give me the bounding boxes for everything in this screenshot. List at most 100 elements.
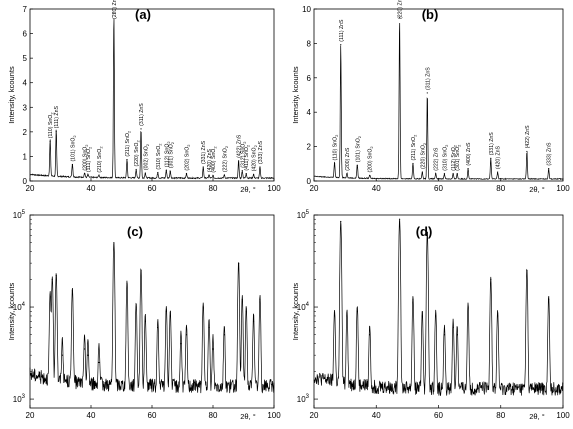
peak-label: (420) SnO2 (252, 144, 259, 171)
peak-label: (211) SnO2 (125, 130, 132, 157)
peak-point (126, 159, 128, 161)
peak-label: (110) SnO2 (333, 134, 340, 161)
peak-point (490, 278, 492, 280)
peak-point (241, 170, 243, 172)
peak-point (169, 170, 171, 172)
xrd-panel-c: 20 40 60 80 100 103 104 105 Intensity, kcounts 2θ… (7, 210, 281, 421)
peak-label: (310) SnO2 (156, 143, 163, 170)
peak-point (252, 173, 255, 175)
peak-label: (220) ZnS (112, 0, 118, 19)
peak-point (87, 354, 89, 356)
x-tick-label: 20 (26, 184, 35, 193)
y-axis-label: Intensity, kcounts (291, 283, 300, 341)
peak-point (346, 173, 348, 175)
peak-point (245, 310, 247, 312)
x-tick-label: 40 (87, 411, 96, 420)
peak-point (435, 173, 437, 175)
peak-label: (333) ZnS (258, 140, 264, 164)
panel-label: (a) (135, 7, 151, 22)
peak-point (144, 172, 146, 174)
peak-point (71, 163, 73, 166)
peak-point (208, 326, 210, 329)
x-tick-label: 40 (87, 184, 96, 193)
peak-label: (222) SnO2 (222, 145, 229, 172)
x-axis-label: 2θ, ° (529, 185, 545, 194)
y-tick-label: 3 (23, 103, 28, 112)
peak-label: (112) SnO2 (451, 144, 458, 171)
peak-point (426, 92, 428, 94)
peak-label: (312) SnO2 (240, 141, 247, 168)
y-tick-label: 2 (307, 143, 312, 152)
y-tick-label: 10 (302, 5, 311, 14)
peak-label: (200) ZnS (345, 147, 351, 171)
xrd-panel-d: 20 40 60 80 100 103 104 105 Intensity, kcounts 2θ… (291, 210, 570, 421)
y-tick-label: 4 (23, 79, 28, 88)
x-tick-label: 100 (556, 184, 570, 193)
peak-point (144, 320, 146, 322)
peak-point (421, 315, 423, 317)
peak-point (223, 174, 225, 176)
peak-point (98, 174, 100, 177)
peak-point (126, 282, 128, 285)
peak-point (49, 295, 51, 298)
peak-point (369, 334, 371, 336)
x-axis-label: 2θ, ° (240, 412, 256, 421)
peak-point (71, 290, 73, 292)
peak-point (113, 12, 115, 15)
y-axis-label: Intensity, kcounts (7, 66, 16, 124)
peak-label: (333) ZnS (547, 142, 553, 166)
peak-point (55, 130, 57, 132)
peak-point (223, 334, 225, 336)
peak-point (202, 306, 204, 308)
peak-point (548, 299, 550, 301)
y-tick-label: 103 (297, 394, 310, 404)
peak-label: (411) SnO2 (244, 144, 251, 171)
y-tick-label: 4 (307, 108, 312, 117)
panel-label: (c) (127, 224, 143, 239)
peak-point (180, 343, 182, 345)
peak-label: (331) ZnS (201, 140, 207, 164)
x-tick-label: 20 (310, 411, 319, 420)
peak-point (412, 162, 414, 165)
peak-point (245, 173, 247, 175)
peak-point (238, 160, 240, 162)
peak-label: (400) SnO2 (211, 146, 218, 173)
peak-label: (202) SnO2 (184, 144, 191, 171)
x-tick-label: 80 (496, 411, 505, 420)
xrd-panel-b: 20 40 60 80 100 0 2 4 6 8 10 Intensity, kcounts 2θ, … (291, 0, 570, 194)
y-tick-label: 6 (23, 30, 28, 39)
y-tick-label: 104 (297, 302, 310, 312)
peak-point (135, 168, 137, 171)
x-tick-label: 80 (496, 184, 505, 193)
peak-point (412, 299, 414, 301)
x-tick-label: 80 (209, 411, 218, 420)
peak-point (398, 218, 401, 220)
peak-point (526, 269, 528, 272)
peak-point (135, 306, 137, 308)
y-tick-label: 1 (23, 152, 28, 161)
peak-label: (220) ZnS (398, 0, 404, 19)
peak-point (83, 173, 86, 175)
x-tick-label: 100 (267, 411, 281, 420)
peak-point (185, 173, 188, 175)
x-tick-label: 40 (372, 184, 381, 193)
peak-label: (211) SnO2 (411, 134, 418, 161)
x-tick-label: 80 (209, 184, 218, 193)
x-axis-label: 2θ, ° (240, 185, 256, 194)
peak-label: (210) SnO2 (97, 146, 104, 173)
y-tick-label: 105 (13, 210, 26, 220)
x-tick-label: 60 (148, 184, 157, 193)
y-tick-label: 0 (307, 177, 312, 186)
peak-label: (331) ZnS (489, 132, 495, 156)
peak-point (61, 354, 63, 356)
peak-label: (311) ZnS (139, 103, 145, 126)
peak-point (497, 315, 499, 317)
peak-point (467, 306, 469, 308)
xrd-panel-a: 20 40 60 80 100 0 1 2 3 4 5 6 7 Intensity, kcounts 2θ,… (7, 0, 281, 194)
peak-label: (110) SnO2 (48, 112, 55, 139)
peak-point (49, 140, 51, 142)
peak-label: (112) SnO2 (164, 141, 171, 168)
peak-label: (311) ZnS (425, 67, 431, 90)
peak-label: (002) SnO2 (143, 143, 150, 170)
